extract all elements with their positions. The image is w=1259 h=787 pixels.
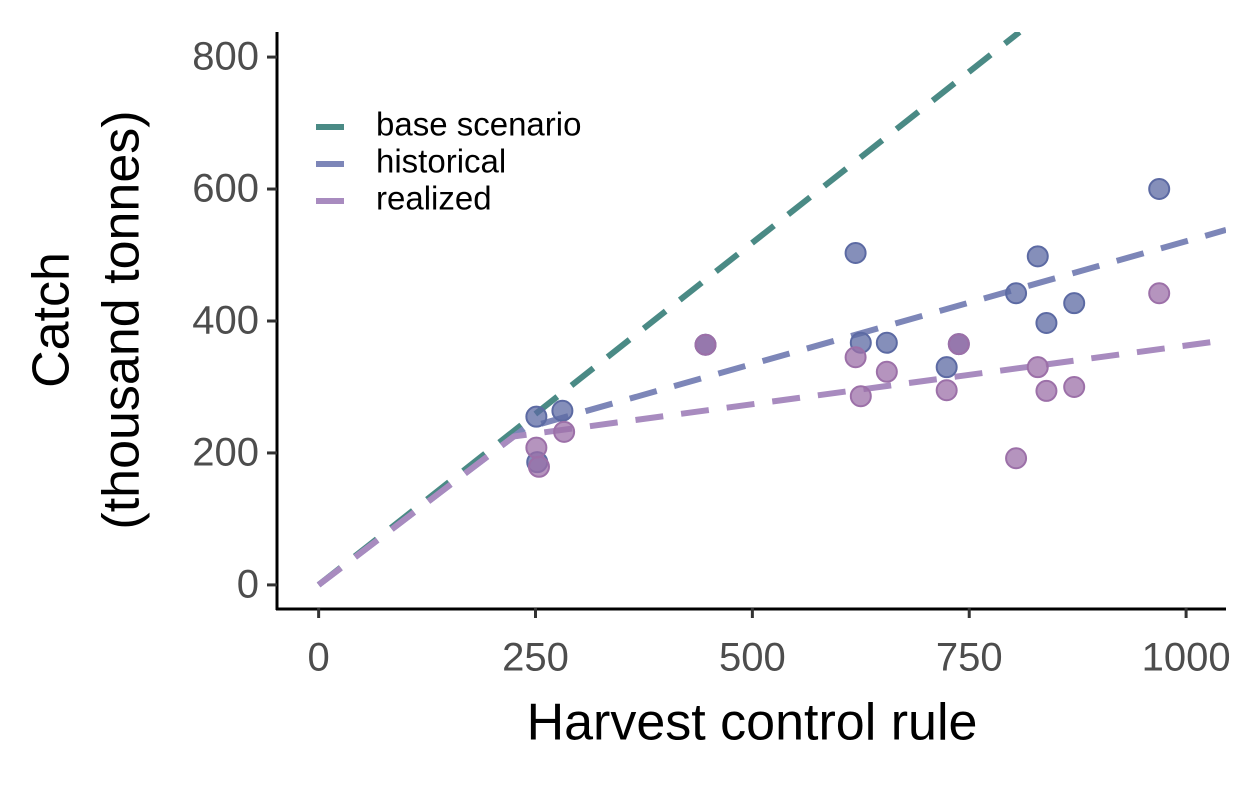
y-tick-label: 200 (192, 431, 259, 475)
x-tick-label: 1000 (1142, 636, 1231, 680)
data-point (875, 331, 898, 354)
y-tick-label: 800 (192, 35, 259, 79)
data-point (1026, 245, 1049, 268)
data-point (694, 333, 717, 356)
data-point (1063, 292, 1086, 315)
y-axis-title: (thousand tonnes) (93, 110, 151, 529)
y-tick-label: 600 (192, 167, 259, 211)
trend-line (316, 337, 1226, 588)
data-point (525, 405, 548, 428)
legend-label: realized (376, 180, 492, 217)
data-point (947, 333, 970, 356)
data-point (875, 360, 898, 383)
data-point (553, 420, 576, 443)
x-tick-label: 0 (308, 636, 330, 680)
data-point (935, 379, 958, 402)
data-point (844, 346, 867, 369)
x-tick-label: 750 (936, 636, 1003, 680)
data-point (527, 455, 550, 478)
data-point (935, 356, 958, 379)
data-point (849, 385, 872, 408)
data-point (1035, 379, 1058, 402)
x-tick-label: 250 (502, 636, 569, 680)
data-point (1148, 178, 1171, 201)
data-point (1148, 282, 1171, 305)
data-point (844, 242, 867, 265)
data-point (1035, 311, 1058, 334)
legend-label: historical (376, 143, 506, 180)
legend-label: base scenario (376, 106, 581, 143)
y-tick-label: 0 (237, 562, 259, 606)
x-tick-label: 500 (719, 636, 786, 680)
y-axis-title: Catch (23, 252, 81, 388)
data-point (1063, 375, 1086, 398)
data-point (1026, 356, 1049, 379)
data-point (1005, 447, 1028, 470)
data-point (1005, 282, 1028, 305)
data-point (525, 436, 548, 459)
plot-area (316, 32, 1226, 588)
data-point (551, 399, 574, 422)
x-axis-title: Harvest control rule (527, 694, 978, 752)
trend-line (316, 227, 1226, 588)
y-tick-label: 400 (192, 299, 259, 343)
